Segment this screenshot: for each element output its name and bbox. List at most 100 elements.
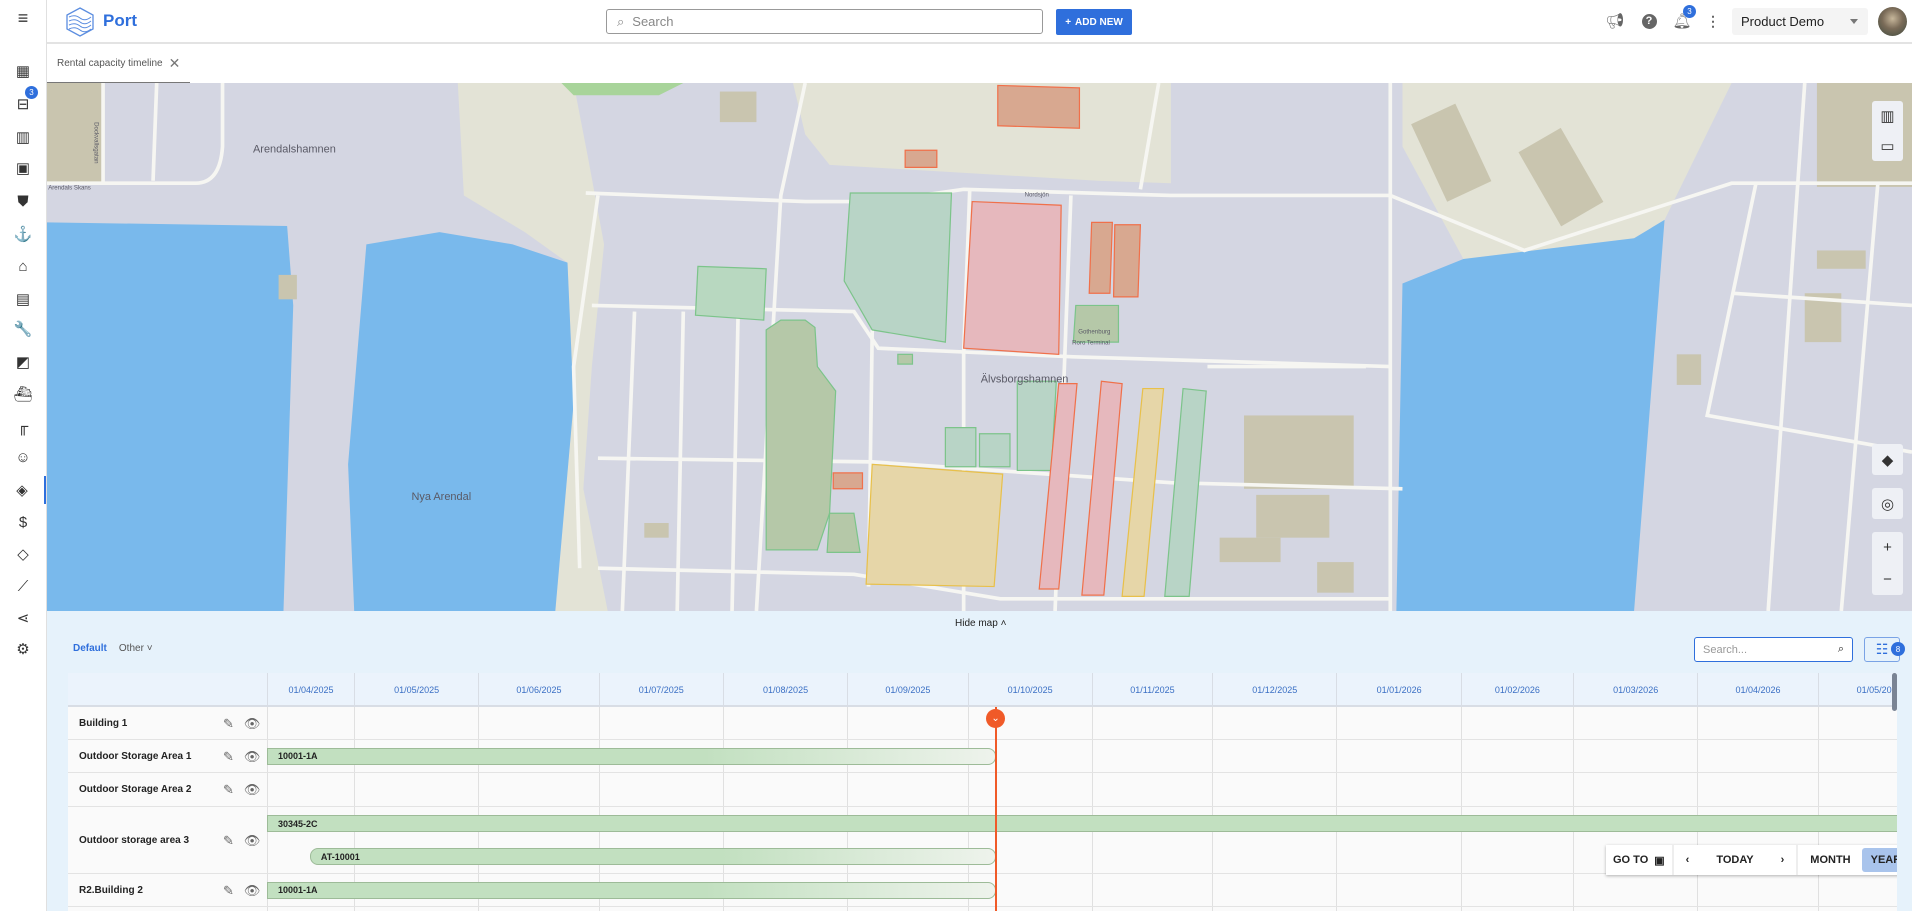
locate-button[interactable]: ◎ [1872,488,1903,519]
photo-library-icon[interactable]: ▣ [0,154,46,182]
view-default[interactable]: Default [73,643,107,654]
ship-icon[interactable]: ⛴ [0,380,46,408]
clipboard-icon-glyph: ▤ [15,291,31,308]
month-header: 01/09/2025 [847,673,967,707]
close-icon[interactable]: ✕ [168,54,181,71]
map-layers-icon[interactable]: ▥ [1880,108,1895,125]
clipboard-icon[interactable]: ▤ [0,285,46,313]
global-search-input[interactable]: ⌕ Search [606,9,1043,34]
today-marker-chevron-icon[interactable]: ⌄ [986,709,1006,728]
anchor-icon-glyph: ⚓ [13,226,33,243]
label-arendals-skans: Arendals Skans [48,184,91,191]
inbox-icon[interactable]: ⊟ 3 [0,86,46,118]
label-roro-1: Gothenburg [1078,329,1110,336]
booking-bar[interactable]: AT-10001 [309,848,996,865]
edit-icon[interactable]: ✎ [223,748,234,764]
next-button[interactable]: › [1780,854,1785,866]
timeline-search-placeholder: Search... [1703,643,1748,656]
timeline-search-input[interactable]: Search... ⌕ [1694,637,1853,662]
eye-icon[interactable]: 👁︎ [243,782,261,797]
ruler-icon[interactable]: ▭ [1880,138,1895,155]
crane-icon-glyph: ╓ [17,417,29,435]
year-view-button[interactable]: YEAR [1861,848,1897,872]
month-gridline [1697,707,1699,911]
month-header: 01/02/2026 [1460,673,1573,707]
month-gridline [722,707,724,911]
view-other[interactable]: Other ˅ [119,643,153,654]
month-header: 01/05/2026 [1817,673,1897,707]
previous-button[interactable]: ‹ [1685,854,1690,866]
header: Port ⌕ Search + ADD NEW 📢︎ ? 🔔︎ 3 ⋮ Product… [47,0,1912,44]
inbox-icon-glyph: ⊟ [16,96,30,113]
vertical-scrollbar[interactable] [1892,673,1897,711]
edit-icon[interactable]: ✎ [223,882,234,898]
goto-button[interactable]: GO TO ▣ [1606,845,1674,875]
face-icon[interactable]: ☺ [0,443,46,471]
megaphone-icon[interactable]: 📢︎ [1605,13,1625,30]
eye-icon[interactable]: 👁︎ [243,882,261,898]
today-button[interactable]: TODAY [1716,854,1754,866]
map[interactable]: Arendalshamnen Nya Arendal Älvsborgshamn… [47,83,1912,611]
booking-bar[interactable]: 10001-1A [267,881,996,899]
month-gridline [478,707,480,911]
eye-icon[interactable]: 👁︎ [243,715,261,731]
rental-areas[interactable] [694,84,1207,597]
eye-icon[interactable]: 👁︎ [243,748,261,764]
booking-bar[interactable]: 30345-2C [267,815,1897,832]
menu-icon[interactable]: ≡ [17,7,29,28]
timeline-row: Outdoor Storage Area 1 ✎ 👁︎ 10001-1A [68,740,1897,773]
filter-count-badge: 8 [1891,642,1905,656]
tag-icon-glyph: ◇ [17,546,29,563]
crane-icon[interactable]: ╓ [0,412,46,440]
notifications-bell-icon[interactable]: 🔔︎ 3 [1671,5,1696,32]
month-view-button[interactable]: MONTH [1810,854,1851,866]
dashboard-icon[interactable]: ▦ [0,57,46,85]
month-gridline [1573,707,1575,911]
tab-rental-capacity-timeline[interactable]: Rental capacity timeline ✕ [47,44,191,83]
map-canvas[interactable]: Arendalshamnen Nya Arendal Älvsborgshamn… [47,83,1912,611]
tag-icon[interactable]: ◇ [0,540,46,568]
edit-icon[interactable]: ✎ [223,715,234,731]
anchor-icon[interactable]: ⚓ [0,220,46,248]
image-icon[interactable]: ◩ [0,348,46,376]
month-gridline [354,707,355,911]
label-roro-2: Roro Terminal [1072,340,1110,347]
avatar[interactable] [1878,7,1907,36]
edit-icon[interactable]: ✎ [223,832,234,848]
hide-map-button[interactable]: Hide map ˄ [955,618,1006,629]
map-labels: Arendalshamnen Nya Arendal Älvsborgshamn… [48,122,1110,503]
add-new-button[interactable]: + ADD NEW [1056,9,1132,35]
compass-button[interactable]: ◆ [1872,444,1903,475]
timeline-navigation: GO TO▣ ‹TODAY› MONTHYEAR › [1606,845,1897,875]
chevron-down-icon [1850,19,1858,24]
booking-bar[interactable]: 10001-1A [267,747,996,765]
eye-icon[interactable]: 👁︎ [243,832,261,848]
zoom-controls: + − [1872,532,1903,595]
add-new-label: ADD NEW [1075,16,1123,28]
share-icon[interactable]: ⋖ [0,604,46,632]
filter-button[interactable]: ☷ 8 [1864,637,1905,662]
zoom-out-icon[interactable]: − [1883,570,1892,588]
shield-icon[interactable]: ⛊ [0,187,46,215]
zoom-in-icon[interactable]: + [1883,539,1892,557]
analytics-icon[interactable]: ⟋ [0,572,46,600]
tune-icon: ☷ [1875,641,1889,657]
row-label: Outdoor Storage Area 2 [79,784,192,795]
month-header: 01/10/2025 [967,673,1092,707]
view-tabs: Default Other ˅ [73,643,153,654]
compass-icon: ◆ [1881,451,1894,469]
map-icon[interactable]: ▥ [0,123,46,151]
dollar-icon[interactable]: $ [0,508,46,536]
edit-icon[interactable]: ✎ [223,782,234,797]
label-dockvallsgatan: Dockvallsgatan [93,122,100,163]
handshake-icon-glyph: ◈ [16,482,28,499]
help-icon[interactable]: ? [1638,10,1660,32]
wrench-icon[interactable]: 🔧 [0,315,46,343]
warehouse-icon[interactable]: ⌂ [0,252,46,280]
settings-icon[interactable]: ⚙ [0,635,46,663]
brand-name[interactable]: Port [103,11,137,30]
account-select[interactable]: Product Demo [1732,8,1868,35]
map-layers-toolbar: ▥ ▭ [1872,101,1903,161]
more-vert-icon[interactable]: ⋮ [1706,12,1720,29]
handshake-icon[interactable]: ◈ [0,476,46,504]
